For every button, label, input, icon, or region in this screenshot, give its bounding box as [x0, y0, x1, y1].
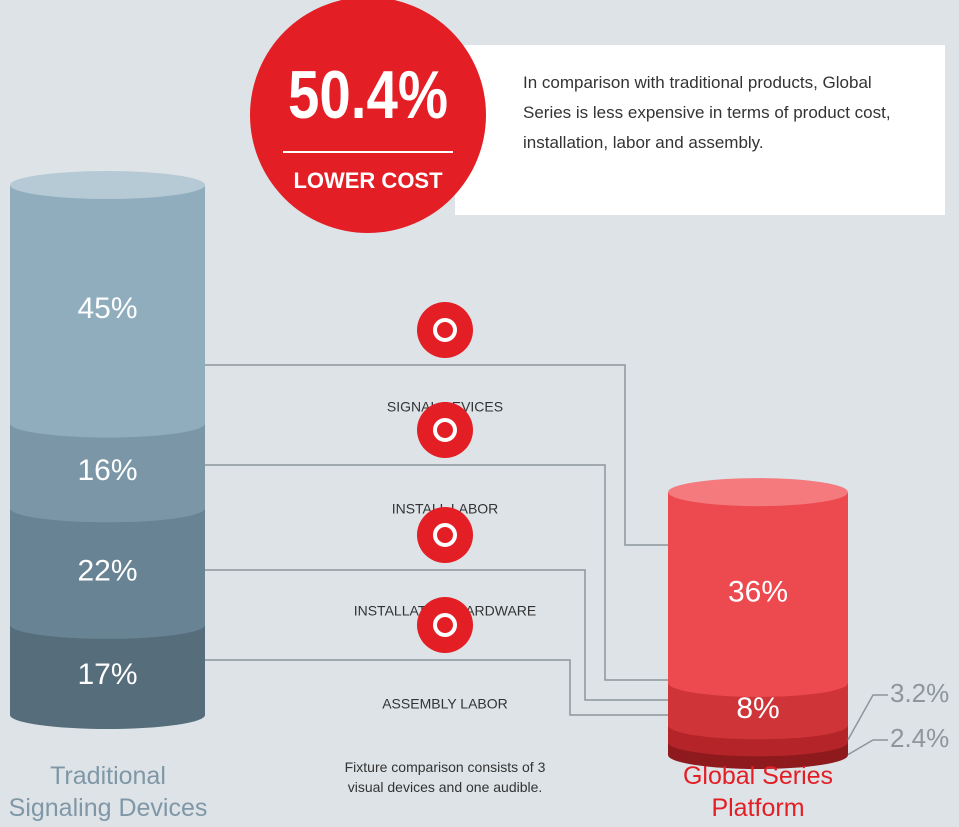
- legend-glyph: [433, 613, 457, 637]
- leader-line: [847, 739, 888, 756]
- value-label: 8%: [736, 692, 779, 725]
- cylinder-segment: [10, 423, 205, 523]
- cylinder-segment: [10, 624, 205, 729]
- value-label: 2.4%: [890, 723, 949, 753]
- callout-text: LOWER COST: [293, 168, 443, 193]
- legend-label: ASSEMBLY LABOR: [382, 696, 508, 712]
- cylinder-segment: [668, 682, 848, 740]
- cylinder-segment: [668, 492, 848, 697]
- description-box: [455, 45, 945, 215]
- callout-figure: 50.4%: [288, 57, 448, 133]
- legend-glyph: [433, 418, 457, 442]
- connectors: [205, 364, 668, 716]
- value-label: 16%: [77, 454, 137, 487]
- description: In comparison with traditional products,…: [523, 73, 891, 152]
- footnote: Fixture comparison consists of 3 visual …: [344, 759, 546, 795]
- category-label: Global Series Platform: [682, 762, 834, 822]
- value-label: 45%: [77, 292, 137, 325]
- connector: [205, 364, 668, 546]
- value-label: 22%: [77, 555, 137, 588]
- cylinder-segment: [10, 508, 205, 639]
- value-label: 17%: [77, 658, 137, 691]
- connector: [205, 464, 668, 681]
- legend-icon: [417, 597, 473, 653]
- category-label: Traditional Signaling Devices: [8, 762, 208, 822]
- connector: [205, 659, 668, 716]
- cylinder-segment: [10, 185, 205, 438]
- cylinder-cap: [668, 478, 848, 507]
- legend-icon: [417, 302, 473, 358]
- legend-icon: [417, 402, 473, 458]
- leader-line: [847, 694, 888, 741]
- value-label: 3.2%: [890, 678, 949, 708]
- connector: [205, 569, 668, 701]
- legend-glyph: [433, 523, 457, 547]
- value-label: 36%: [728, 575, 788, 608]
- legend-glyph: [433, 318, 457, 342]
- cylinder-cap: [10, 171, 205, 199]
- callout-circle: [250, 0, 486, 233]
- legend-icon: [417, 507, 473, 563]
